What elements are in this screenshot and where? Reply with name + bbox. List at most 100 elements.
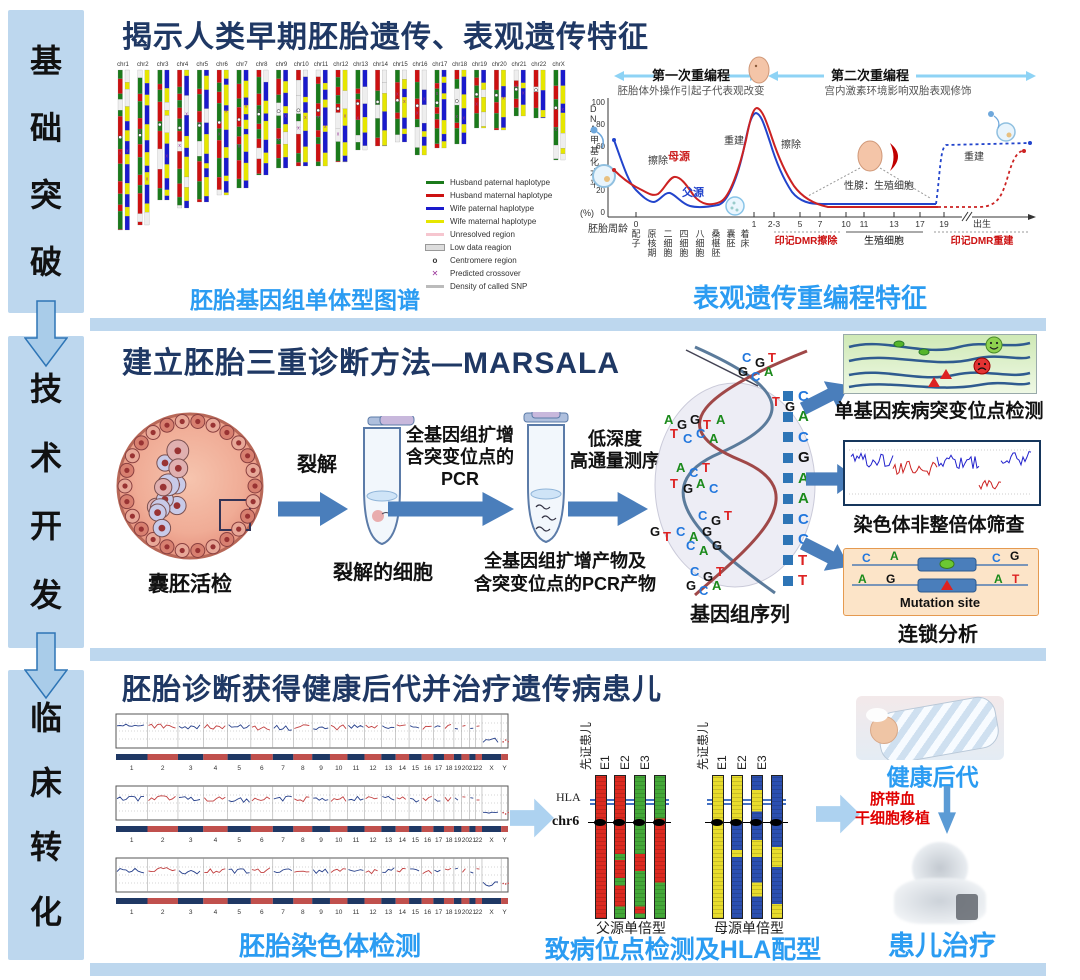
svg-text:x: x	[119, 150, 122, 156]
chrom-label: chr20	[492, 62, 508, 68]
legend-row: Wife maternal haplotype	[425, 215, 580, 228]
phase1-desc: 胚胎体外操作引起子代表观改变	[618, 84, 765, 97]
wga-arrow-line1: 全基因组扩增	[406, 425, 514, 445]
helix-letter: C	[689, 465, 699, 480]
hla-line	[707, 799, 786, 801]
helix-letter: C	[699, 583, 709, 598]
read-base: T	[783, 573, 807, 589]
biopsy-label: 囊胚活检	[148, 573, 232, 596]
helix-letter: T	[670, 476, 678, 491]
section1-title: 揭示人类早期胚胎遗传、表观遗传特征	[122, 21, 649, 54]
svg-text:x: x	[555, 127, 558, 133]
phase2-desc: 宫内激素环境影响双胎表观修饰	[825, 84, 972, 97]
legend-swatch	[425, 181, 445, 184]
cnv-chrom-label: 16	[424, 765, 432, 772]
read-square	[783, 432, 793, 442]
sample-label: 先证患儿	[579, 721, 593, 770]
helix-letter: C	[690, 564, 700, 579]
svg-text:x: x	[502, 95, 505, 101]
sample-label: E3	[638, 755, 652, 770]
centromere-dot	[730, 819, 742, 826]
chr6-line	[705, 822, 788, 823]
monogenic-caption: 单基因疾病突变位点检测	[834, 401, 1044, 422]
stage-label: 二细胞	[663, 229, 672, 258]
cnv-chrom-label: 11	[353, 765, 360, 772]
svg-text:x: x	[456, 114, 459, 120]
maternal-label: 母源	[668, 149, 690, 163]
epigenetics-caption: 表观遗传重编程特征	[692, 283, 927, 313]
cnv-chrom-label: 9	[319, 837, 323, 844]
legend-label: Density of called SNP	[450, 282, 528, 291]
centromere-dot	[711, 819, 723, 826]
chrom-label: chr2	[137, 62, 149, 68]
svg-text:x: x	[238, 144, 241, 150]
svg-text:x: x	[562, 107, 565, 113]
transplant-line2: 干细胞移植	[854, 810, 930, 827]
chrom-label: chr1	[117, 62, 129, 68]
legend-swatch	[425, 220, 445, 223]
cnv-chrom-label: 6	[260, 909, 264, 916]
cnv-chrom-label: 3	[189, 909, 193, 916]
legend-label: Predicted crossover	[450, 269, 521, 278]
helix-letter: A	[664, 412, 674, 427]
chrom-label: chr10	[294, 62, 310, 68]
cnv-chrom-label: 20	[462, 909, 470, 916]
legend-label: Unresolved region	[450, 230, 515, 239]
haplotype-caption: 胚胎基因组单体型图谱	[190, 287, 420, 313]
legend-row: Husband paternal haplotype	[425, 176, 580, 189]
sidebar-char: 技	[29, 370, 62, 407]
read-square	[783, 493, 793, 504]
patient-photo	[884, 838, 1000, 926]
haplotype-bar-maternal	[751, 775, 763, 919]
transplant-line1: 脐带血	[869, 791, 915, 808]
divider-band-1	[90, 318, 1046, 331]
chrom-label: chr17	[432, 62, 448, 68]
svg-text:60: 60	[596, 142, 605, 151]
read-base: A	[783, 491, 809, 507]
helix-letter: A	[689, 529, 699, 544]
wga-arrow-label: 全基因组扩增 含突变位点的PCR	[395, 424, 525, 490]
stage-label: 桑椹胚	[711, 229, 720, 258]
divider-band-bottom	[90, 963, 1046, 976]
helix-letter: T	[702, 460, 710, 475]
cnv-chrom-label: 13	[385, 837, 393, 844]
x-tick: 13	[889, 219, 899, 229]
svg-text:x: x	[245, 103, 248, 109]
svg-text:x: x	[475, 102, 478, 108]
cnv-chrom-label: 6	[260, 837, 264, 844]
sidebar-char: 床	[29, 764, 62, 801]
read-base: C	[783, 532, 809, 548]
cnv-chrom-label: 18	[445, 909, 453, 916]
cnv-chrom-label: 16	[424, 909, 432, 916]
cnv-chrom-label: 21	[469, 765, 477, 772]
seq-arrow-line2: 高通量测序	[570, 451, 660, 471]
svg-text:x: x	[225, 108, 228, 114]
linkage-diagram: C A C G A G A T Mutation site	[852, 549, 1028, 610]
legend-label: Husband maternal haplotype	[450, 191, 553, 200]
svg-text:x: x	[423, 96, 426, 102]
cnv-chrom-label: 5	[237, 909, 241, 916]
sample-label: E1	[715, 755, 729, 770]
helix-letter: A	[764, 364, 774, 379]
stage-label: 着床	[740, 228, 749, 249]
linkage-letter: T	[1012, 572, 1020, 586]
helix-letter: C	[751, 369, 761, 384]
section3-title: 胚胎诊断获得健康后代并治疗遗传病患儿	[122, 674, 663, 706]
legend-row: Density of called SNP	[425, 280, 580, 293]
rebuild2-label: 重建	[964, 150, 984, 163]
svg-text:x: x	[304, 115, 307, 121]
maternal-caption: 母源单倍型	[714, 922, 784, 937]
cnv-chrom-label: 15	[412, 765, 420, 772]
legend-label: Wife paternal haplotype	[450, 204, 535, 213]
cnv-chrom-label: X	[489, 909, 494, 916]
cnv-chrom-label: 17	[435, 837, 443, 844]
cnv-plot-1: 1 2 3 4 5 6 7 8 9 10 11 12 13 14 15 16 17 18 19 20 21 22 X Y	[113, 712, 517, 781]
cnv-chrom-label: 9	[319, 909, 323, 916]
linkage-letter: C	[992, 551, 1001, 565]
dmr-rebuild-label: 印记DMR重建	[951, 234, 1015, 247]
read-base: C	[783, 388, 809, 404]
cnv-chrom-label: 10	[335, 909, 343, 916]
svg-text:x: x	[166, 154, 169, 160]
svg-text:x: x	[416, 110, 419, 116]
